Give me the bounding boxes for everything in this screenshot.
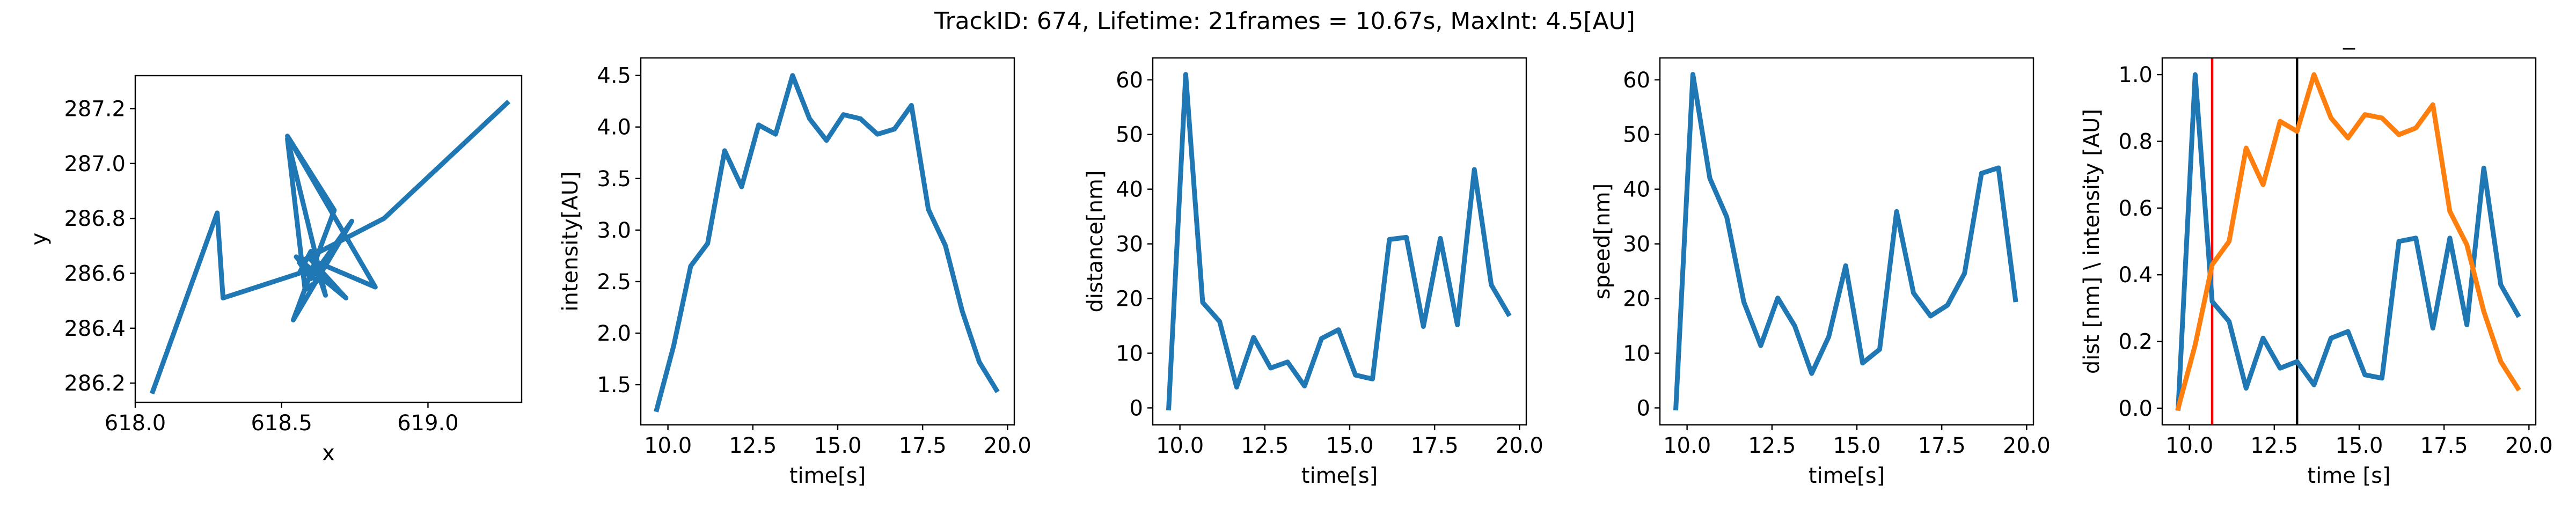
y-axis-label: distance[nm]	[1083, 170, 1108, 312]
y-tick-label: 3.0	[597, 218, 631, 243]
y-axis-label: y	[27, 233, 52, 246]
y-tick-label: 0.6	[2118, 196, 2153, 221]
axes-frame	[1659, 57, 2035, 426]
y-tick-label: 286.6	[64, 261, 126, 286]
x-tick-label: 10.0	[1663, 433, 1711, 458]
x-tick-label: 619.0	[397, 411, 459, 436]
subplots: 618.0 618.5 619.0 286.2 286.4 286.6 286.8 287.0…	[27, 23, 2553, 488]
x-tick-label: 618.5	[251, 411, 312, 436]
y-tick-label: 286.2	[64, 371, 126, 396]
x-axis-label: time[s]	[1301, 464, 1378, 488]
series-line-1	[1166, 72, 1512, 411]
y-tick-label: 20	[1116, 287, 1143, 312]
x-tick-label: 17.5	[1918, 433, 1966, 458]
y-tick-label: 286.4	[64, 317, 126, 341]
y-tick-label: 0	[1637, 396, 1650, 421]
y-tick-label: 0.0	[2118, 396, 2153, 421]
x-tick-label: 12.5	[1748, 433, 1796, 458]
y-tick-label: 20	[1623, 287, 1650, 312]
x-tick-label: 12.5	[2250, 433, 2298, 458]
y-tick-label: 60	[1623, 68, 1650, 93]
x-tick-label: 20.0	[2505, 433, 2553, 458]
subplot-4: 10.0 12.5 15.0 17.5 20.0 0 10 20 30 40 50 60 time[s]…	[1590, 57, 2051, 488]
y-axis-label: intensity[AU]	[558, 171, 583, 311]
y-tick-label: 1.5	[597, 373, 631, 398]
x-tick-label: 20.0	[2003, 433, 2051, 458]
subplot-5: 10.0 12.5 15.0 17.5 20.0 0.0 0.2 0.4 0.6 0.8 1.0 ti…	[2080, 23, 2553, 488]
y-tick-label: 2.5	[597, 270, 631, 295]
y-tick-label: 50	[1116, 123, 1143, 148]
y-axis-label: speed[nm]	[1590, 183, 1615, 299]
series-line-1	[2175, 72, 2521, 411]
y-axis-label: dist [nm] \ intensity [AU]	[2080, 109, 2104, 374]
x-axis-label: x	[322, 441, 335, 466]
x-tick-label: 12.5	[729, 433, 777, 458]
x-tick-label: 10.0	[2165, 433, 2213, 458]
y-tick-label: 287.0	[64, 152, 126, 176]
series-line-1	[1673, 72, 2018, 411]
x-tick-label: 15.0	[814, 433, 861, 458]
x-tick-label: 618.0	[105, 411, 166, 436]
x-tick-label: 15.0	[1833, 433, 1880, 458]
axes-frame	[1152, 57, 1527, 426]
y-tick-label: 1.0	[2118, 63, 2153, 87]
x-axis-label: time[s]	[789, 464, 866, 488]
x-axis-label: time[s]	[1809, 464, 1885, 488]
x-tick-label: 10.0	[1156, 433, 1204, 458]
series-line-1	[654, 73, 1000, 413]
subplot-3: 10.0 12.5 15.0 17.5 20.0 0 10 20 30 40 50 60 time[s]…	[1083, 57, 1543, 488]
axes-frame	[134, 75, 523, 403]
y-tick-label: 30	[1116, 232, 1143, 257]
series-line-1	[149, 99, 511, 395]
y-tick-label: 0.2	[2118, 330, 2153, 355]
x-tick-label: 20.0	[1496, 433, 1543, 458]
subplot-1: 618.0 618.5 619.0 286.2 286.4 286.6 286.8 287.0…	[27, 75, 523, 466]
y-tick-label: 0.4	[2118, 263, 2153, 288]
x-tick-label: 17.5	[1411, 433, 1459, 458]
y-tick-label: 60	[1116, 68, 1143, 93]
x-tick-label: 20.0	[984, 433, 1031, 458]
y-tick-label: 2.0	[597, 321, 631, 346]
y-tick-label: 286.8	[64, 207, 126, 231]
x-tick-label: 10.0	[644, 433, 692, 458]
x-tick-label: 15.0	[2335, 433, 2383, 458]
series-line-2	[2175, 72, 2521, 411]
subplot-title: _	[2343, 23, 2355, 50]
subplot-2: 10.0 12.5 15.0 17.5 20.0 1.5 2.0 2.5 3.0 3.5 4.0 4.…	[558, 57, 1031, 488]
y-tick-label: 10	[1623, 341, 1650, 366]
axes-frame	[2161, 57, 2537, 426]
x-axis-label: time [s]	[2307, 464, 2390, 488]
y-tick-label: 50	[1623, 123, 1650, 148]
x-tick-label: 17.5	[2420, 433, 2468, 458]
y-tick-label: 0	[1130, 396, 1143, 421]
y-tick-label: 3.5	[597, 167, 631, 192]
x-tick-label: 12.5	[1241, 433, 1289, 458]
axes-frame	[640, 57, 1015, 426]
y-tick-label: 10	[1116, 341, 1143, 366]
y-tick-label: 0.8	[2118, 129, 2153, 154]
x-tick-label: 15.0	[1326, 433, 1373, 458]
y-tick-label: 287.2	[64, 97, 126, 121]
y-tick-label: 4.5	[597, 64, 631, 89]
figure-title: TrackID: 674, Lifetime: 21frames = 10.67…	[934, 8, 1635, 35]
y-tick-label: 4.0	[597, 115, 631, 140]
y-tick-label: 30	[1623, 232, 1650, 257]
x-tick-label: 17.5	[899, 433, 947, 458]
y-tick-label: 40	[1116, 178, 1143, 202]
y-tick-label: 40	[1623, 178, 1650, 202]
